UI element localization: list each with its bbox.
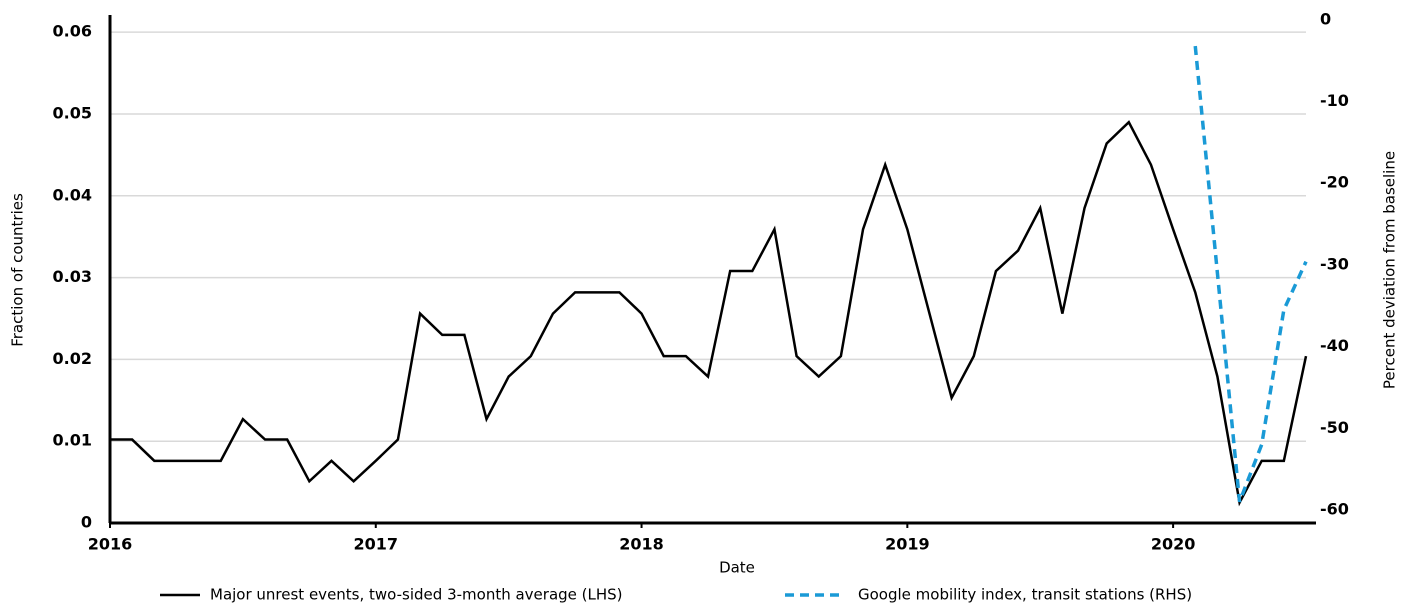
y2-tick-label: -40 bbox=[1320, 336, 1349, 355]
y2-tick-label: -30 bbox=[1320, 254, 1349, 273]
legend-label: Major unrest events, two-sided 3-month a… bbox=[210, 586, 623, 604]
series-line bbox=[110, 120, 1308, 507]
y-axis-label: Fraction of countries bbox=[9, 193, 27, 347]
y-tick-label: 0.01 bbox=[53, 431, 92, 450]
y2-axis-label: Percent deviation from baseline bbox=[1381, 151, 1399, 389]
x-tick-label: 2018 bbox=[619, 535, 664, 554]
y2-tick-label: -60 bbox=[1320, 499, 1349, 518]
y-tick-label: 0.03 bbox=[53, 267, 92, 286]
y2-tick-label: -50 bbox=[1320, 418, 1349, 437]
y2-tick-label: 0 bbox=[1320, 9, 1331, 28]
y-tick-label: 0.06 bbox=[53, 22, 92, 41]
x-axis-label: Date bbox=[719, 559, 755, 577]
y-tick-label: 0 bbox=[81, 513, 92, 532]
series-line bbox=[1193, 45, 1308, 503]
x-tick-label: 2019 bbox=[885, 535, 930, 554]
x-tick-label: 2016 bbox=[88, 535, 133, 554]
y-tick-label: 0.05 bbox=[53, 103, 92, 122]
x-tick-label: 2020 bbox=[1151, 535, 1196, 554]
y-tick-label: 0.04 bbox=[53, 185, 92, 204]
y-tick-label: 0.02 bbox=[53, 349, 92, 368]
legend-label: Google mobility index, transit stations … bbox=[858, 586, 1192, 604]
x-tick-label: 2017 bbox=[354, 535, 399, 554]
y2-tick-label: -20 bbox=[1320, 173, 1349, 192]
y2-tick-label: -10 bbox=[1320, 91, 1349, 110]
